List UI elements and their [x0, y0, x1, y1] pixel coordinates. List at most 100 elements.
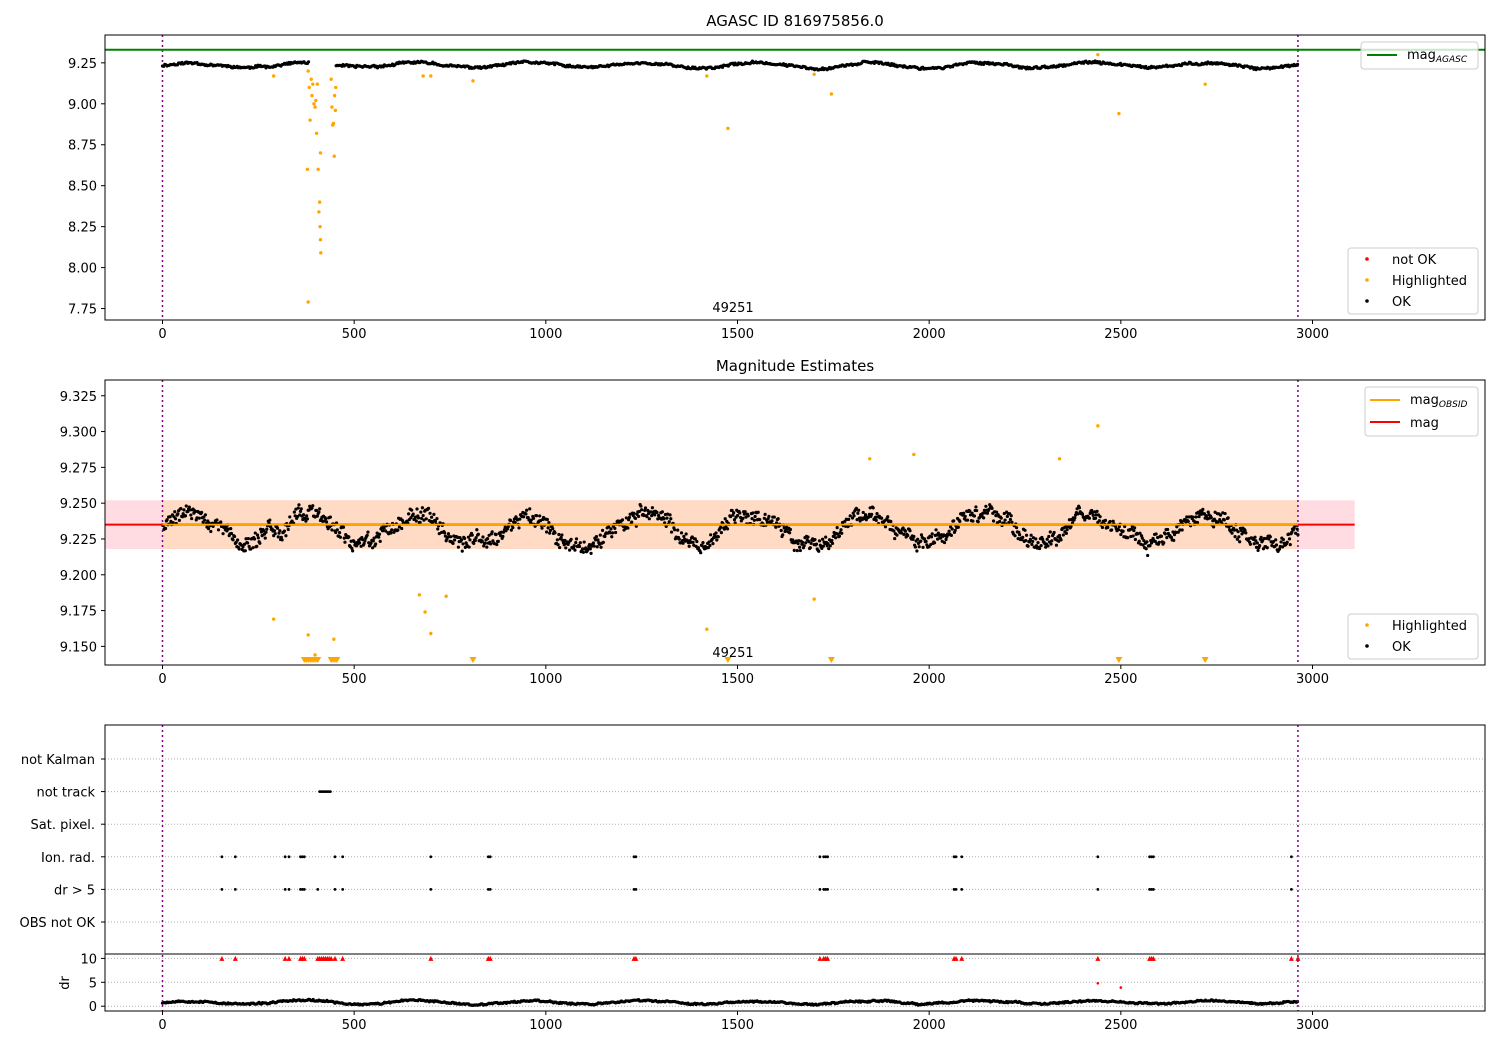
ok-data-point [374, 542, 377, 545]
y-tick-label: 8.50 [68, 180, 97, 195]
ok-data-point [719, 526, 722, 529]
ok-data-point [709, 533, 712, 536]
highlighted-data-point [429, 632, 432, 635]
highlighted-data-point [830, 92, 833, 95]
ok-data-point [602, 541, 605, 544]
ok-data-point [278, 529, 281, 532]
highlighted-data-point [471, 79, 474, 82]
ok-data-point [966, 519, 969, 522]
flag-point [1096, 888, 1099, 891]
ok-data-point [908, 529, 911, 532]
ok-data-point [886, 515, 889, 518]
ok-data-point [188, 505, 191, 508]
ok-data-point [1148, 544, 1151, 547]
ok-data-point [824, 536, 827, 539]
ok-data-point [306, 517, 309, 520]
ok-data-point [1286, 541, 1289, 544]
ok-data-point [427, 507, 430, 510]
ok-data-point [582, 551, 585, 554]
ok-data-point [200, 511, 203, 514]
ok-data-point [574, 541, 577, 544]
highlighted-data-point [310, 94, 313, 97]
ok-data-point [460, 538, 463, 541]
ok-data-point [678, 537, 681, 540]
ok-data-point [532, 517, 535, 520]
ok-data-point [680, 531, 683, 534]
ok-data-point [1165, 536, 1168, 539]
ok-data-point [219, 520, 222, 523]
ok-data-point [796, 542, 799, 545]
ok-data-point [417, 516, 420, 519]
highlighted-data-point [306, 633, 309, 636]
ok-data-point [1013, 534, 1016, 537]
ok-data-point [449, 535, 452, 538]
dr-tick-label: 10 [80, 952, 97, 967]
ok-data-point [637, 515, 640, 518]
ok-data-point [943, 541, 946, 544]
ok-data-point [1260, 536, 1263, 539]
ok-data-point [447, 532, 450, 535]
y-tick-label: 9.175 [60, 605, 97, 620]
legend-mag-label: mag [1410, 416, 1439, 431]
ok-data-point [377, 536, 380, 539]
ok-data-point [948, 530, 951, 533]
x-tick-label: 3000 [1296, 1018, 1329, 1033]
ok-data-point [751, 511, 754, 514]
ok-data-point [628, 516, 631, 519]
flag-point [221, 855, 224, 858]
ok-data-point [1288, 537, 1291, 540]
ok-data-point [217, 528, 220, 531]
ok-data-point [434, 520, 437, 523]
ok-data-point [366, 534, 369, 537]
highlighted-data-point [332, 638, 335, 641]
ok-data-point [1134, 538, 1137, 541]
ok-data-point [1187, 520, 1190, 523]
ok-data-point [934, 528, 937, 531]
ok-data-point [796, 549, 799, 552]
highlighted-data-point [812, 73, 815, 76]
ok-data-point [821, 538, 824, 541]
ok-data-point [1289, 543, 1292, 546]
legend-highlighted-marker [1365, 278, 1369, 282]
ok-data-point [789, 528, 792, 531]
ok-data-point [715, 538, 718, 541]
highlighted-data-point [444, 595, 447, 598]
highlighted-data-point [912, 453, 915, 456]
ok-data-point [422, 514, 425, 517]
ok-data-point [1101, 526, 1104, 529]
ok-data-point [957, 526, 960, 529]
flag-point [635, 855, 638, 858]
flag-point [329, 790, 332, 793]
y-tick-label: 9.225 [60, 533, 97, 548]
ok-data-point [415, 507, 418, 510]
ok-data-point [1018, 533, 1021, 536]
ok-data-point [1065, 532, 1068, 535]
ok-data-point [839, 528, 842, 531]
ok-data-point [410, 509, 413, 512]
ok-data-point [287, 528, 290, 531]
ok-data-point [281, 538, 284, 541]
ok-data-point [599, 546, 602, 549]
ok-data-point [351, 549, 354, 552]
ok-data-point [546, 518, 549, 521]
ok-data-point [255, 545, 258, 548]
ok-data-point [982, 516, 985, 519]
ok-data-point [547, 526, 550, 529]
ok-data-point [556, 538, 559, 541]
highlighted-data-point [812, 597, 815, 600]
x-tick-label: 1000 [529, 672, 562, 687]
ok-data-point [481, 535, 484, 538]
ok-data-point [256, 533, 259, 536]
flag-point [288, 855, 291, 858]
ok-data-point [708, 544, 711, 547]
ok-data-point [453, 538, 456, 541]
highlighted-data-point [319, 151, 322, 154]
highlighted-data-point [333, 155, 336, 158]
ok-data-point [998, 520, 1001, 523]
ok-data-point [954, 529, 957, 532]
ok-data-point [975, 509, 978, 512]
flag-point [221, 888, 224, 891]
ok-data-point [813, 538, 816, 541]
ok-data-point [655, 511, 658, 514]
ok-data-point [251, 546, 254, 549]
